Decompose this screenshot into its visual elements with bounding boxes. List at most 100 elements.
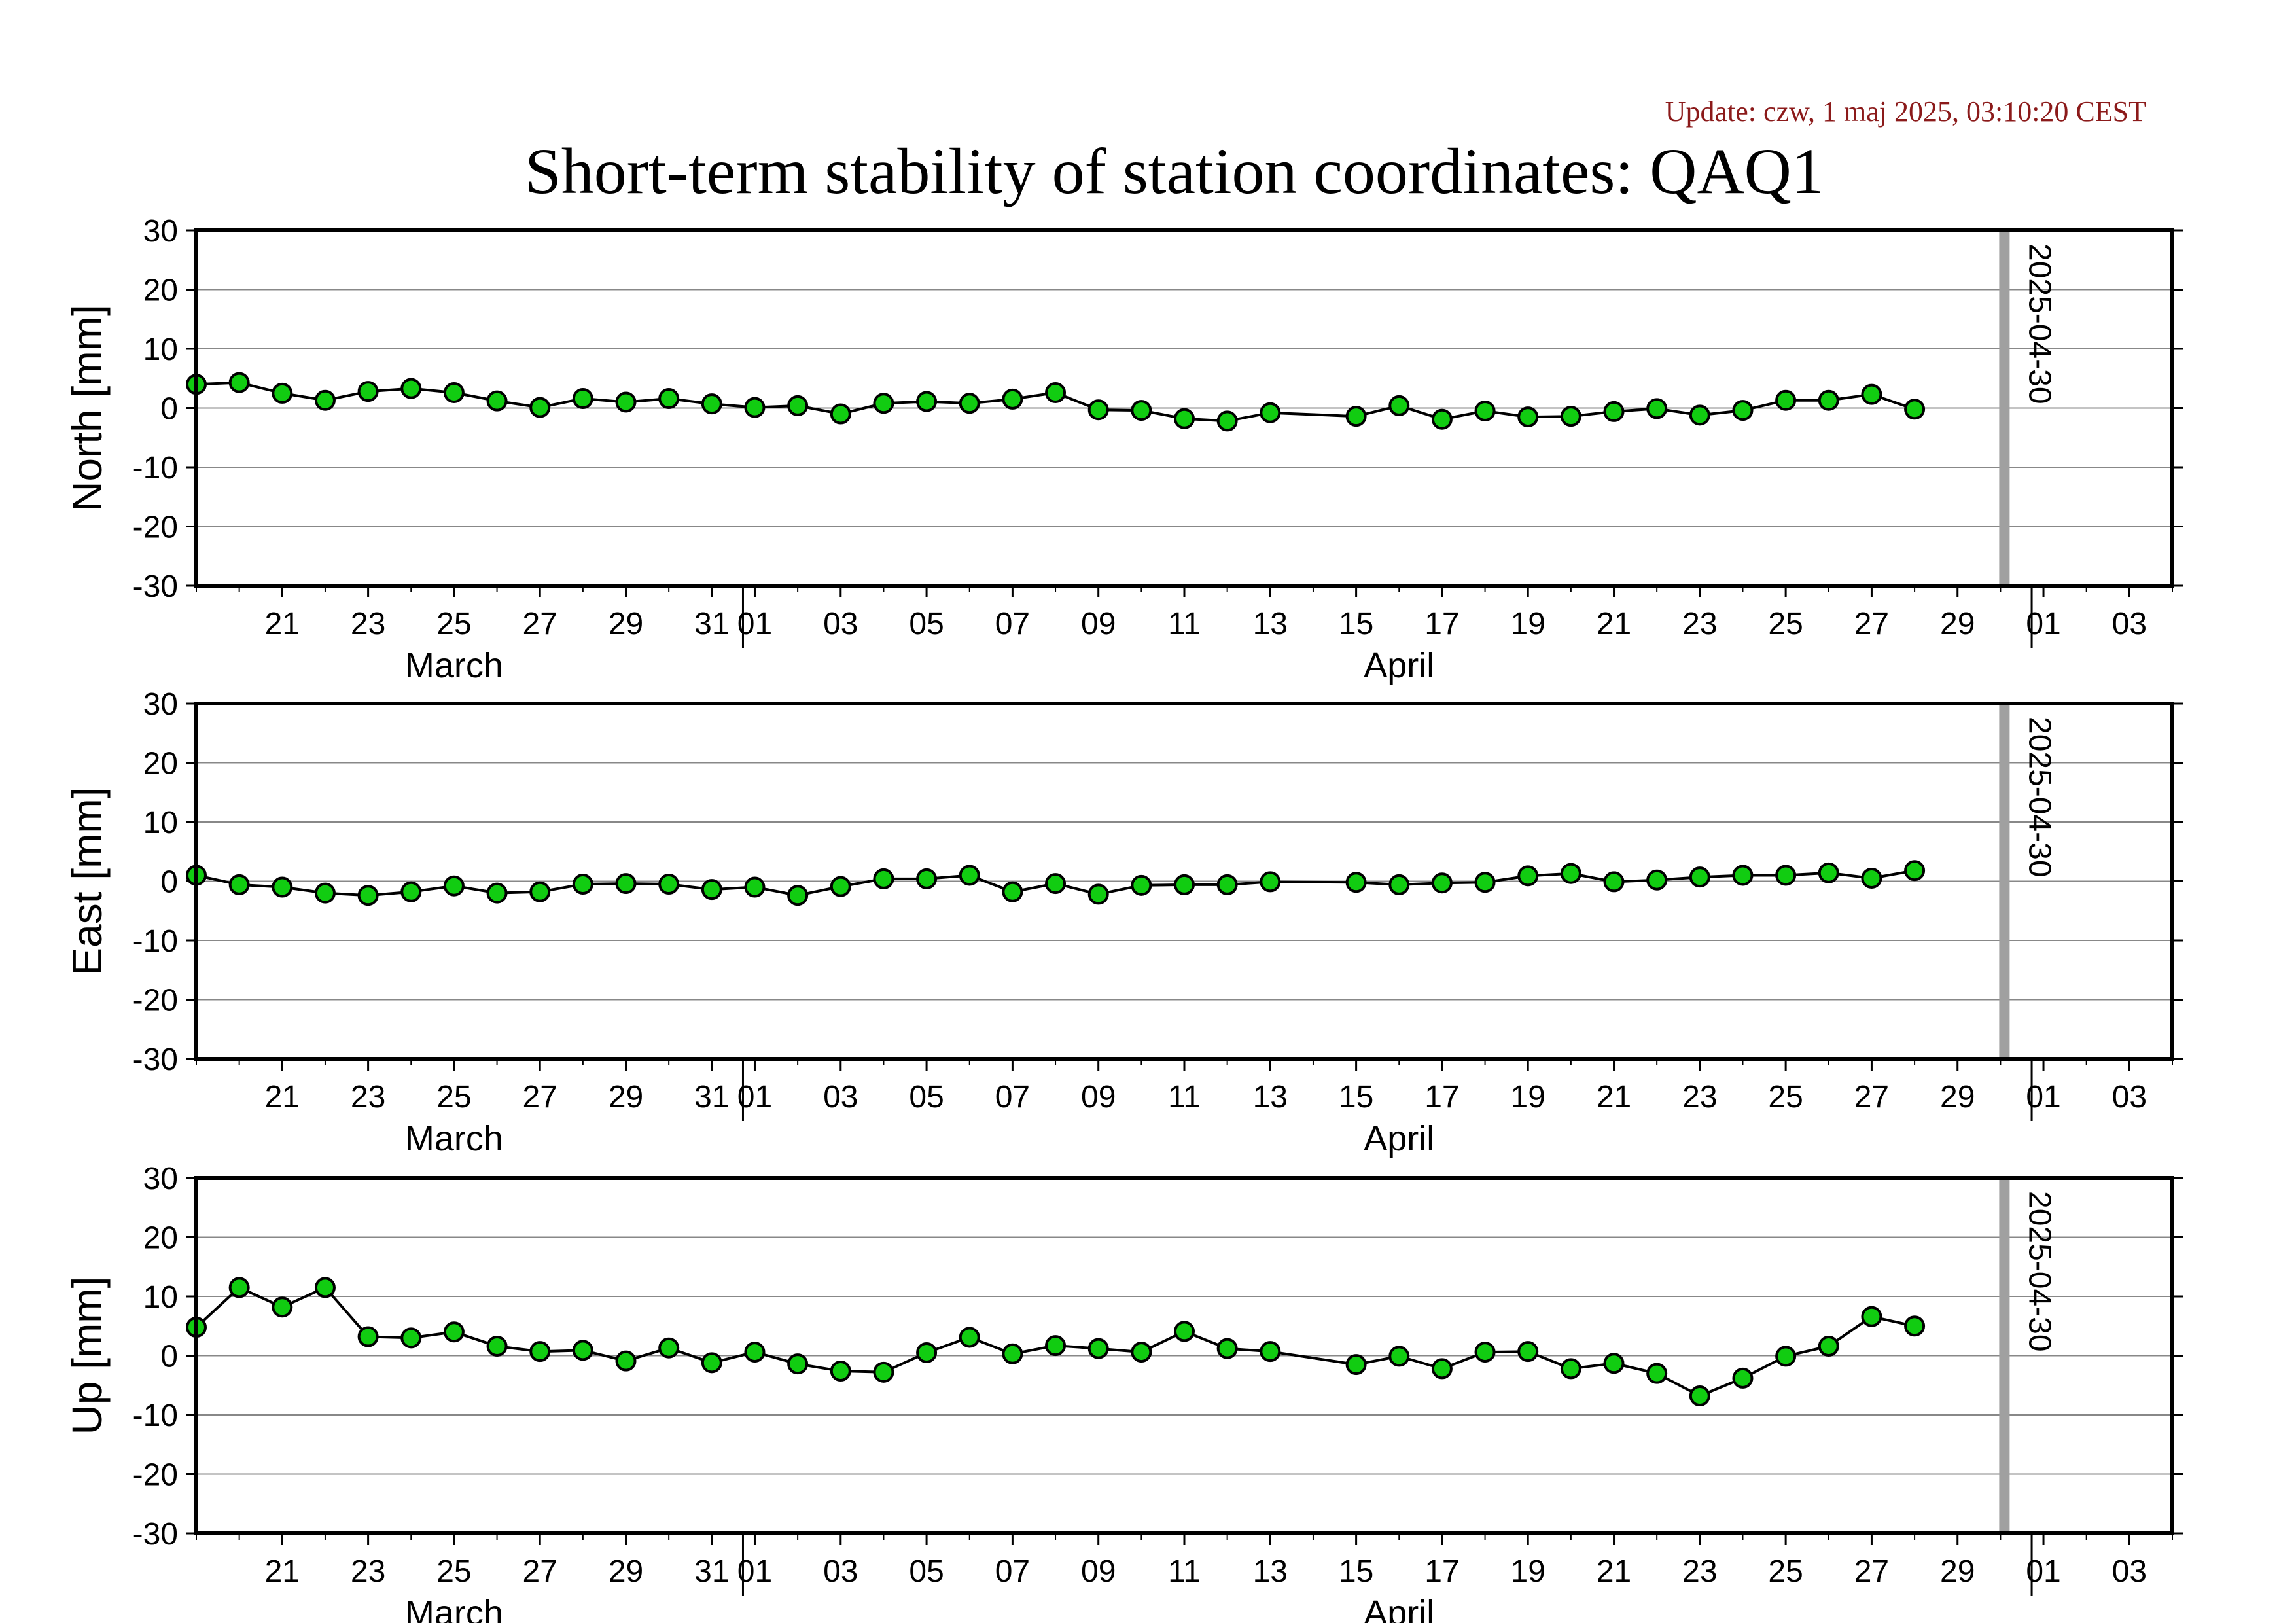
y-tick-label: 0 xyxy=(160,392,178,427)
x-tick-label: 17 xyxy=(1424,1080,1459,1115)
data-point xyxy=(830,876,851,897)
data-point xyxy=(529,881,551,902)
data-point xyxy=(1861,1306,1882,1327)
data-point xyxy=(572,874,593,895)
y-tick-label: -30 xyxy=(133,569,178,604)
data-point xyxy=(486,390,508,412)
x-tick-label: 07 xyxy=(995,1080,1030,1115)
data-point xyxy=(272,876,293,898)
data-point xyxy=(1045,873,1067,895)
y-axis-label-north: North [mm] xyxy=(63,304,111,511)
data-point xyxy=(529,397,551,418)
month-label: April xyxy=(1364,646,1434,685)
x-tick-label: 27 xyxy=(523,1554,557,1589)
data-point xyxy=(1087,399,1109,421)
x-tick-label: 23 xyxy=(351,1554,385,1589)
x-tick-label: 03 xyxy=(823,1554,858,1589)
reference-line-label: 2025-04-30 xyxy=(2022,243,2057,404)
x-tick-label: 25 xyxy=(1768,607,1803,641)
data-point xyxy=(1431,408,1453,430)
data-point xyxy=(443,1321,465,1343)
data-point xyxy=(1861,867,1882,889)
data-point xyxy=(1345,406,1367,427)
x-tick-label: 29 xyxy=(609,1080,643,1115)
x-tick-label: 15 xyxy=(1339,1080,1373,1115)
data-point xyxy=(314,389,336,411)
plot-frame xyxy=(194,1176,2174,1535)
data-point xyxy=(744,397,766,418)
data-point xyxy=(486,1336,508,1357)
x-tick-label: 11 xyxy=(1168,1554,1201,1589)
data-point xyxy=(615,873,637,895)
data-point xyxy=(1904,399,1926,420)
data-point xyxy=(400,881,422,902)
x-tick-label: 05 xyxy=(909,607,944,641)
x-tick-label: 13 xyxy=(1253,607,1288,641)
data-point xyxy=(1689,404,1710,426)
data-point xyxy=(357,1326,379,1347)
data-point xyxy=(486,882,508,904)
x-tick-label: 05 xyxy=(909,1080,944,1115)
y-tick-label: -20 xyxy=(133,984,178,1018)
data-point xyxy=(658,1337,680,1359)
y-tick-label: -30 xyxy=(133,1043,178,1077)
data-point xyxy=(1646,869,1668,891)
plot-frame xyxy=(194,228,2174,588)
data-point xyxy=(701,1352,722,1374)
data-point xyxy=(615,391,637,413)
series-line xyxy=(196,381,1915,423)
data-point xyxy=(1174,874,1195,895)
y-tick-label: 0 xyxy=(160,1340,178,1374)
x-tick-label: 19 xyxy=(1511,607,1545,641)
y-tick-label: -20 xyxy=(133,510,178,545)
data-point xyxy=(1689,866,1710,888)
y-tick-label: 10 xyxy=(143,332,178,367)
data-point xyxy=(1646,1363,1668,1384)
data-point xyxy=(1904,1315,1926,1337)
data-point xyxy=(1732,400,1754,421)
data-point xyxy=(1474,401,1496,422)
y-axis-label-east: East [mm] xyxy=(63,787,111,975)
data-point xyxy=(1174,1321,1195,1342)
x-tick-label: 15 xyxy=(1339,607,1373,641)
data-point xyxy=(1131,1342,1152,1363)
x-tick-label: 21 xyxy=(1597,607,1631,641)
chart-title: Short-term stability of station coordina… xyxy=(525,135,1824,207)
data-point xyxy=(314,1277,336,1298)
data-point xyxy=(1002,881,1023,902)
data-point xyxy=(1603,401,1625,422)
data-point xyxy=(1560,1358,1581,1380)
data-point xyxy=(701,393,722,415)
data-point xyxy=(1474,872,1496,893)
x-tick-label: 03 xyxy=(2112,607,2147,641)
data-point xyxy=(1517,1341,1539,1363)
x-tick-label: 27 xyxy=(1854,1554,1889,1589)
y-tick-label: 0 xyxy=(160,865,178,900)
x-tick-label: 25 xyxy=(436,1080,471,1115)
data-point xyxy=(228,372,250,393)
reference-line-label: 2025-04-30 xyxy=(2022,1191,2057,1352)
data-point xyxy=(400,378,422,399)
data-point xyxy=(1603,1353,1625,1374)
plot-frame xyxy=(194,702,2174,1061)
data-point xyxy=(272,382,293,404)
x-tick-label: 19 xyxy=(1511,1080,1545,1115)
x-tick-label: 19 xyxy=(1511,1554,1545,1589)
x-tick-label: 11 xyxy=(1168,1080,1201,1115)
data-point xyxy=(400,1327,422,1349)
y-tick-label: -30 xyxy=(133,1517,178,1552)
x-tick-label: 29 xyxy=(1940,607,1975,641)
data-point xyxy=(1388,874,1410,895)
data-point xyxy=(314,882,336,904)
data-point xyxy=(916,868,938,889)
data-point xyxy=(1087,1338,1109,1359)
y-tick-label: -10 xyxy=(133,924,178,959)
x-tick-label: 27 xyxy=(523,607,557,641)
data-point xyxy=(830,1361,851,1382)
month-label: April xyxy=(1364,1594,1434,1623)
x-tick-label: 21 xyxy=(1597,1554,1631,1589)
month-label: March xyxy=(405,646,503,685)
x-tick-label: 25 xyxy=(436,607,471,641)
data-point xyxy=(1732,1367,1754,1389)
